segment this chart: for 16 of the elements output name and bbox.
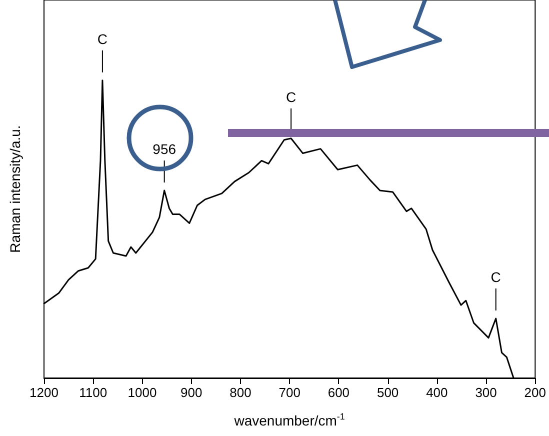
y-axis-title: Raman intensity/a.u. <box>7 125 23 253</box>
annotation: C <box>490 268 501 285</box>
x-tick-label: 900 <box>180 385 202 400</box>
x-tick-label: 200 <box>524 385 546 400</box>
x-tick-label: 700 <box>278 385 300 400</box>
x-tick-label: 400 <box>426 385 448 400</box>
x-tick-label: 300 <box>475 385 497 400</box>
annotation: 956 <box>152 140 176 157</box>
x-tick-label: 1100 <box>79 385 108 400</box>
x-tick-label: 500 <box>376 385 399 400</box>
x-tick-label: 600 <box>328 385 350 400</box>
x-tick-label: 1000 <box>128 385 157 400</box>
x-tick-label: 800 <box>230 385 252 400</box>
annotation: C <box>286 88 296 105</box>
x-tick-label: 1200 <box>30 385 58 400</box>
annotation: C <box>97 30 108 47</box>
